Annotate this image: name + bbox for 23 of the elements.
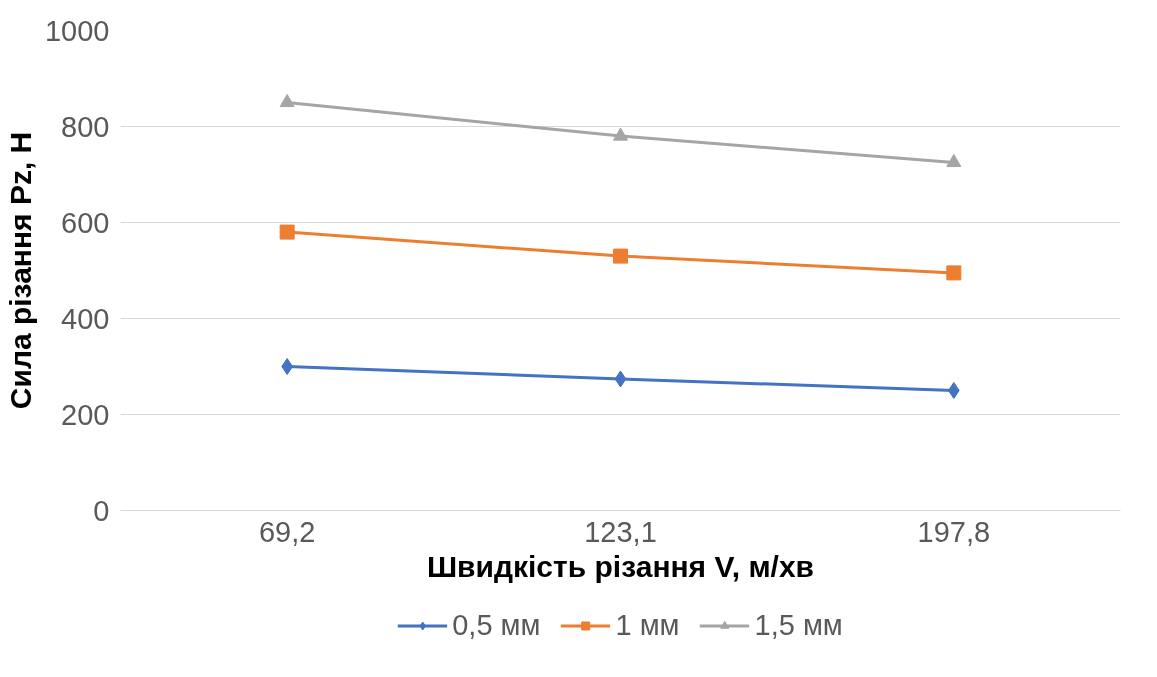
y-axis-title: Сила різання Pz, Н [3, 131, 37, 410]
point [948, 382, 960, 399]
y-tick-label: 800 [61, 110, 110, 143]
y-tick-label: 1000 [44, 14, 110, 47]
point [614, 370, 627, 388]
point [946, 153, 962, 168]
point [281, 358, 293, 375]
y-tick-label: 600 [61, 206, 110, 239]
x-tick-label: 197,8 [917, 515, 991, 548]
legend-label: 1 мм [615, 608, 680, 642]
y-tick-label: 400 [61, 302, 110, 335]
x-tick-label: 123,1 [584, 515, 657, 548]
y-tick-label: 0 [93, 494, 110, 527]
point [946, 265, 962, 281]
y-tick-label: 200 [61, 398, 110, 431]
x-tick-label: 69,2 [258, 515, 316, 548]
point [613, 127, 628, 141]
legend-label: 1,5 мм [754, 608, 843, 642]
point [613, 248, 628, 264]
point [279, 224, 295, 240]
x-axis-title: Швидкість різання V, м/хв [426, 549, 815, 583]
point [279, 93, 295, 108]
legend-label: 0,5 мм [452, 608, 541, 642]
